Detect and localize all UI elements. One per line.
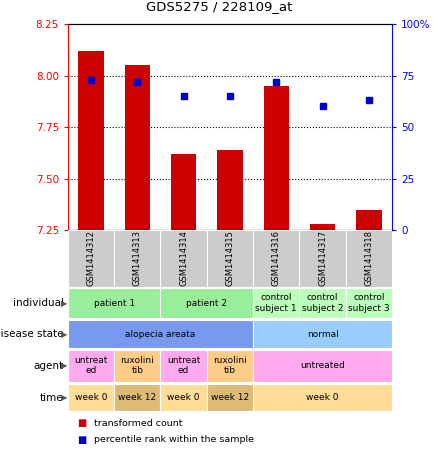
Bar [114, 230, 160, 287]
Text: week 12: week 12 [211, 393, 249, 402]
Text: agent: agent [33, 361, 64, 371]
Text: GSM1414316: GSM1414316 [272, 231, 281, 286]
Bar [253, 288, 300, 318]
Text: untreated: untreated [300, 361, 345, 370]
Bar [253, 320, 392, 348]
Text: alopecia areata: alopecia areata [125, 330, 196, 338]
Text: ▶: ▶ [60, 299, 67, 308]
Text: patient 2: patient 2 [186, 299, 227, 308]
Bar [160, 230, 207, 287]
Text: ■: ■ [77, 418, 86, 428]
Text: untreat
ed: untreat ed [167, 356, 200, 376]
Text: week 12: week 12 [118, 393, 156, 402]
Bar [253, 230, 300, 287]
Text: ▶: ▶ [60, 393, 67, 402]
Text: control
subject 1: control subject 1 [255, 294, 297, 313]
Bar [253, 350, 392, 382]
Bar [68, 384, 114, 411]
Bar [114, 384, 160, 411]
Bar [124, 65, 150, 230]
Bar [207, 350, 253, 382]
Bar [264, 86, 289, 230]
Text: patient 1: patient 1 [94, 299, 135, 308]
Bar [160, 384, 207, 411]
Text: ruxolini
tib: ruxolini tib [213, 356, 247, 376]
Text: GSM1414315: GSM1414315 [226, 231, 234, 286]
Bar [160, 288, 253, 318]
Text: normal: normal [307, 330, 339, 338]
Bar [253, 384, 392, 411]
Bar [356, 210, 381, 230]
Text: control
subject 2: control subject 2 [302, 294, 343, 313]
Text: GSM1414318: GSM1414318 [364, 231, 373, 286]
Bar [114, 350, 160, 382]
Bar [217, 150, 243, 230]
Text: week 0: week 0 [306, 393, 339, 402]
Bar [207, 384, 253, 411]
Text: individual: individual [13, 298, 64, 308]
Text: GDS5275 / 228109_at: GDS5275 / 228109_at [146, 0, 292, 13]
Text: untreat
ed: untreat ed [74, 356, 108, 376]
Text: control
subject 3: control subject 3 [348, 294, 390, 313]
Bar [310, 224, 335, 230]
Bar [346, 288, 392, 318]
Bar [207, 230, 253, 287]
Text: GSM1414313: GSM1414313 [133, 231, 142, 286]
Text: GSM1414312: GSM1414312 [87, 231, 95, 286]
Bar [68, 230, 114, 287]
Bar [300, 230, 346, 287]
Bar [78, 51, 104, 230]
Text: disease state: disease state [0, 329, 64, 339]
Bar [160, 350, 207, 382]
Text: ruxolini
tib: ruxolini tib [120, 356, 154, 376]
Text: transformed count: transformed count [94, 419, 183, 428]
Text: GSM1414314: GSM1414314 [179, 231, 188, 286]
Text: percentile rank within the sample: percentile rank within the sample [94, 435, 254, 444]
Bar [346, 230, 392, 287]
Text: ▶: ▶ [60, 361, 67, 370]
Text: GSM1414317: GSM1414317 [318, 231, 327, 286]
Bar [300, 288, 346, 318]
Bar [68, 320, 253, 348]
Text: week 0: week 0 [167, 393, 200, 402]
Bar [68, 350, 114, 382]
Text: ▶: ▶ [60, 330, 67, 338]
Text: week 0: week 0 [75, 393, 107, 402]
Text: time: time [40, 392, 64, 403]
Bar [171, 154, 196, 230]
Text: ■: ■ [77, 435, 86, 445]
Bar [68, 288, 160, 318]
